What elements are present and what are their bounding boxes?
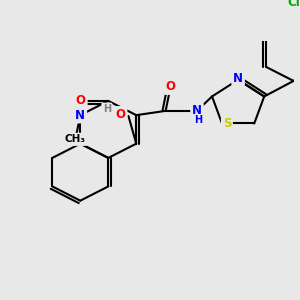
Text: S: S	[223, 117, 231, 130]
Text: N: N	[192, 104, 202, 117]
Text: O: O	[116, 108, 126, 121]
Text: O: O	[76, 94, 86, 107]
Text: N: N	[75, 109, 85, 122]
Text: CH₃: CH₃	[65, 134, 86, 144]
Text: Cl: Cl	[287, 0, 300, 9]
Text: O: O	[166, 80, 176, 93]
Text: H: H	[194, 115, 202, 125]
Text: N: N	[233, 71, 243, 85]
Text: H: H	[103, 104, 111, 114]
